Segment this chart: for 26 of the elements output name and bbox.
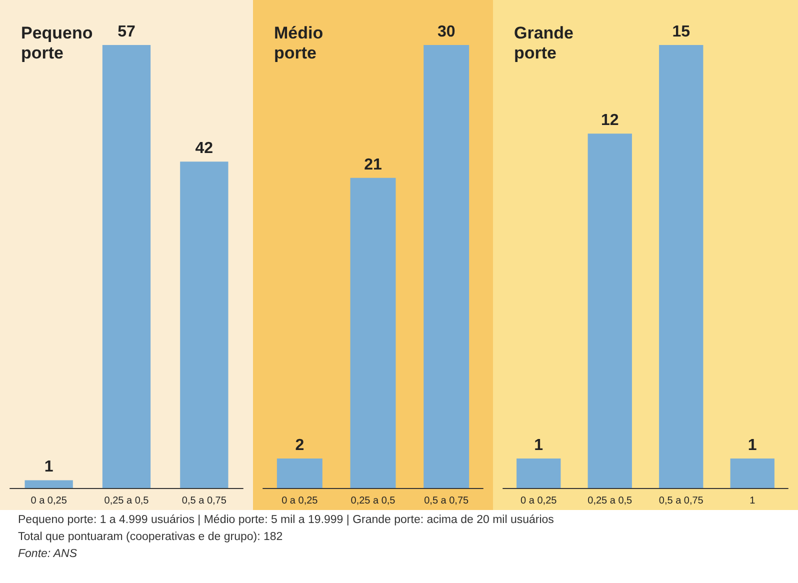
x-tick-label: 0 a 0,25 <box>30 496 68 506</box>
data-label: 42 <box>195 140 214 158</box>
x-tick-label: 0,25 a 0,5 <box>350 496 396 506</box>
chart-title: Médio porte <box>274 24 324 62</box>
data-label: 30 <box>437 24 456 40</box>
x-tick-label: 0,25 a 0,5 <box>104 496 150 506</box>
data-label: 15 <box>672 24 690 40</box>
data-label: 1 <box>748 436 757 454</box>
data-label: 2 <box>295 436 304 454</box>
x-tick-label: 0,5 a 0,75 <box>424 496 470 506</box>
data-label: 1 <box>44 458 54 476</box>
x-tick-label: 0,25 a 0,5 <box>588 496 633 506</box>
x-tick-label: 0,5 a 0,75 <box>182 496 227 506</box>
x-tick-label: 0 a 0,25 <box>282 496 318 506</box>
data-label: 12 <box>600 112 619 130</box>
text: Total que pontuaram (cooperativas e de grupo): 182 <box>18 530 284 545</box>
data-label: 21 <box>364 156 382 174</box>
source-note: Fonte: ANS <box>18 547 78 562</box>
chart-title: Pequeno porte <box>21 24 93 62</box>
x-tick-label: 0 a 0,25 <box>520 496 558 506</box>
chart-title: Grande porte <box>514 24 574 62</box>
x-tick-label: 1 <box>750 496 756 506</box>
x-tick-label: 0,5 a 0,75 <box>658 496 704 506</box>
data-label: 57 <box>118 24 136 40</box>
text: Pequeno porte: 1 a 4.999 usuários | Médio porte: 5 mil a 19.999 | Grande porte: acima de 20 mil usuários <box>18 513 555 528</box>
data-label: 1 <box>534 436 544 454</box>
